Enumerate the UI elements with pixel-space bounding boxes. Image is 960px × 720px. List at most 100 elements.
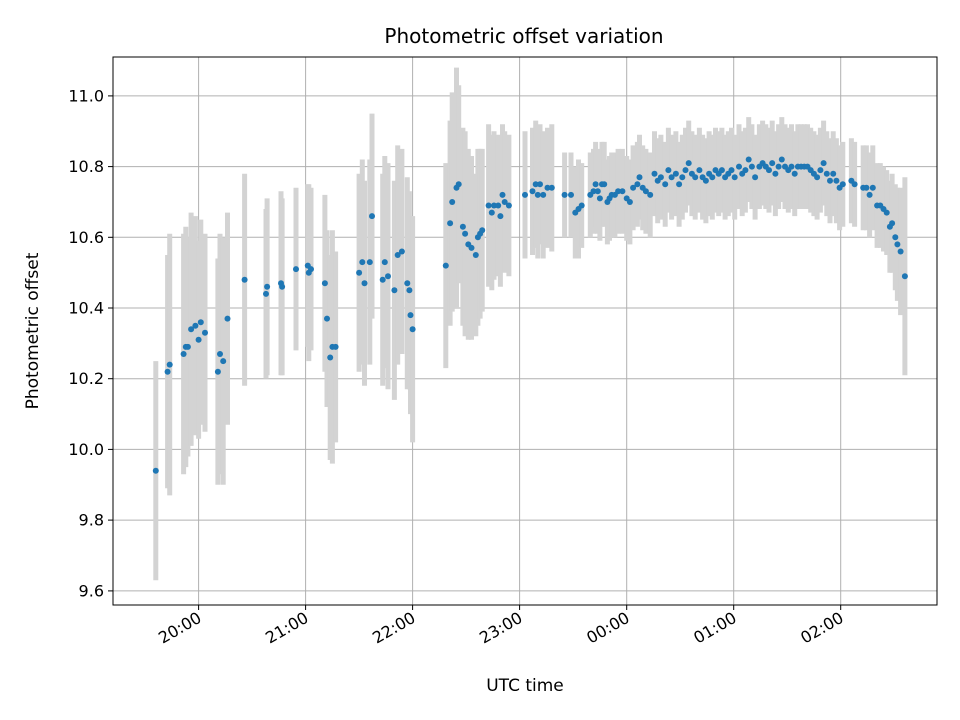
data-point [324, 315, 330, 322]
data-point [459, 223, 466, 230]
data-point [636, 174, 643, 181]
data-point [665, 167, 672, 174]
data-point [263, 290, 269, 297]
data-point [501, 199, 508, 205]
x-tick-label: 00:00 [583, 608, 632, 648]
x-axis-ticks: 20:00 21:00 22:00 23:00 00:00 01:00 02:00 [155, 605, 847, 648]
data-point [220, 358, 227, 365]
data-point [634, 181, 641, 188]
data-point [379, 276, 386, 283]
y-tick-label: 10.2 [68, 369, 104, 388]
data-point [548, 184, 555, 191]
data-point [442, 262, 449, 269]
data-point [366, 259, 373, 266]
data-point [180, 351, 187, 357]
data-point [491, 202, 497, 209]
data-point [462, 230, 469, 237]
data-point [164, 368, 171, 375]
data-point [594, 188, 601, 195]
data-point [863, 184, 870, 191]
data-point [361, 280, 368, 287]
y-tick-label: 9.8 [79, 511, 104, 530]
data-point [892, 234, 899, 241]
y-axis-label: Photometric offset [23, 252, 43, 409]
data-point [369, 213, 375, 220]
data-point [214, 368, 221, 375]
x-tick-label: 20:00 [155, 608, 204, 648]
data-point [839, 181, 846, 188]
data-point [537, 181, 543, 188]
data-point [766, 167, 772, 174]
data-point [833, 177, 840, 184]
x-tick-label: 01:00 [690, 608, 739, 648]
data-point [197, 319, 204, 326]
data-point [385, 273, 391, 280]
data-point [359, 259, 366, 266]
data-point [788, 163, 795, 170]
data-point [188, 326, 195, 333]
data-point [321, 280, 328, 287]
data-point [630, 184, 637, 191]
data-point [728, 167, 735, 174]
data-point [791, 170, 798, 177]
data-point [217, 351, 223, 357]
data-point [897, 248, 904, 255]
data-point [679, 174, 686, 181]
data-point [615, 188, 622, 195]
data-point [668, 174, 675, 181]
data-point [495, 202, 502, 209]
x-tick-label: 02:00 [797, 608, 846, 648]
data-point [479, 227, 486, 234]
data-point [883, 209, 890, 216]
data-point [192, 322, 199, 329]
data-point [619, 188, 626, 195]
data-point [590, 188, 597, 195]
data-points [152, 156, 908, 474]
data-point [407, 312, 414, 319]
data-point [398, 248, 405, 255]
data-point [166, 361, 173, 368]
data-point [682, 167, 689, 174]
data-point [391, 287, 398, 294]
data-point [769, 160, 776, 167]
data-point [869, 184, 876, 191]
data-point [731, 174, 738, 181]
data-point [647, 191, 654, 198]
data-point [596, 195, 603, 202]
data-point [752, 174, 759, 181]
data-point [152, 467, 159, 474]
data-point [381, 259, 388, 266]
data-point [394, 252, 401, 258]
error-bars [153, 67, 908, 581]
data-point [742, 167, 749, 174]
data-point [772, 170, 779, 177]
data-point [532, 181, 539, 188]
x-tick-label: 23:00 [476, 608, 525, 648]
data-point [601, 181, 608, 188]
data-point [184, 343, 191, 350]
data-point [224, 315, 231, 322]
y-tick-label: 10.0 [68, 440, 104, 459]
data-point [685, 160, 692, 167]
data-point [499, 191, 506, 198]
data-point [662, 181, 669, 188]
data-point [651, 170, 658, 177]
data-point [718, 167, 725, 174]
data-point [894, 241, 901, 248]
data-point [505, 202, 512, 209]
data-point [709, 174, 716, 181]
data-point [657, 174, 664, 181]
data-point [814, 174, 821, 181]
data-point [626, 199, 633, 205]
data-point [406, 287, 413, 294]
y-tick-label: 10.4 [68, 299, 104, 318]
data-point [820, 160, 827, 167]
data-point [202, 329, 208, 336]
data-point [851, 181, 858, 188]
data-point [332, 343, 339, 350]
data-point [279, 283, 286, 290]
data-point [592, 181, 599, 188]
x-tick-label: 22:00 [369, 608, 418, 648]
data-point [488, 209, 495, 216]
